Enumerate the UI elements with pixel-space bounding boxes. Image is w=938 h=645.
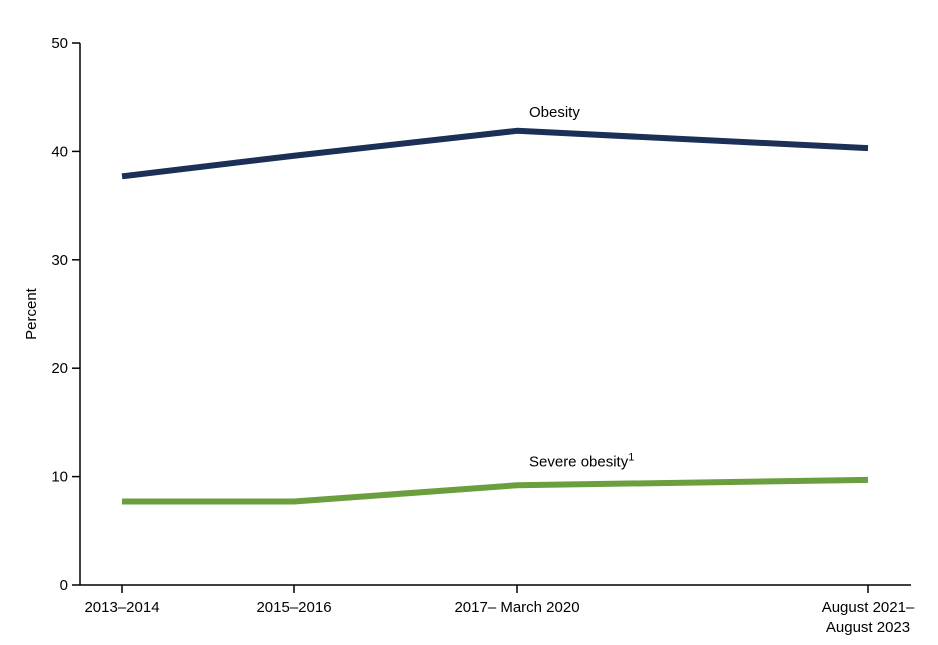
x-tick-label: 2013–2014 bbox=[84, 599, 159, 616]
y-tick-label: 40 bbox=[51, 143, 68, 160]
y-tick-label: 50 bbox=[51, 35, 68, 52]
series-line-obesity bbox=[121, 127, 869, 180]
series-label-obesity: Obesity bbox=[529, 104, 580, 121]
y-axis: 0 10 20 30 40 50 bbox=[51, 35, 81, 594]
y-tick-label: 20 bbox=[51, 360, 68, 377]
x-tick-label: 2015–2016 bbox=[256, 599, 331, 616]
x-axis: 2013–2014 2015–2016 2017– March 2020 August… bbox=[80, 584, 915, 636]
series-label-severe-obesity: Severe obesity1 bbox=[529, 451, 634, 470]
x-tick-label: August 2021– August 2023 bbox=[822, 599, 915, 636]
y-tick-label: 0 bbox=[60, 577, 68, 594]
y-tick-label: 30 bbox=[51, 252, 68, 269]
y-tick-label: 10 bbox=[51, 469, 68, 486]
series-layer: Obesity Severe obesity1 bbox=[121, 104, 869, 505]
series-line-severe-obesity bbox=[122, 476, 869, 505]
y-axis-title: Percent bbox=[23, 287, 40, 340]
x-tick-label: 2017– March 2020 bbox=[454, 599, 579, 616]
